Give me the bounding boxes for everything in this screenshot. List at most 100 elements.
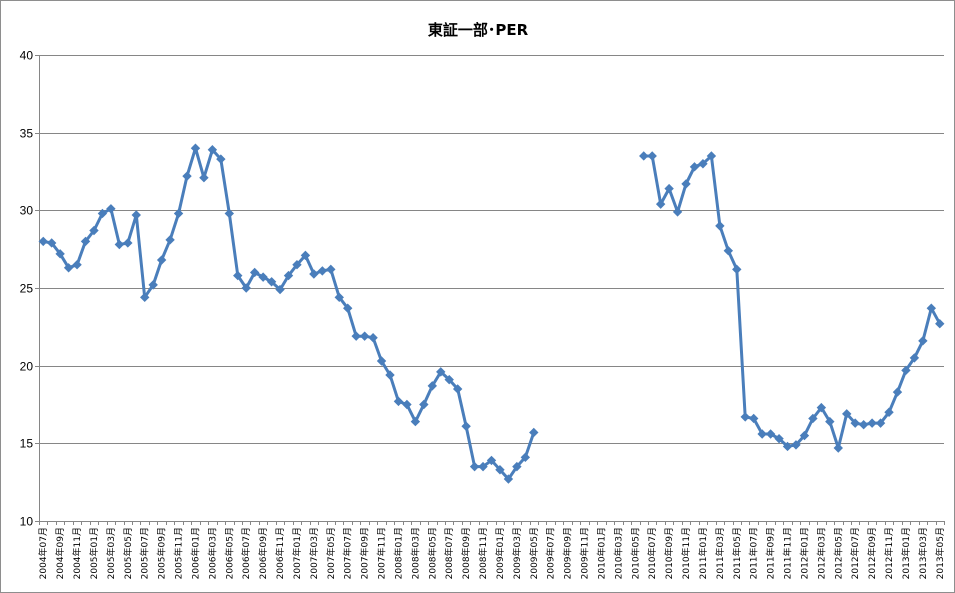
data-point xyxy=(723,246,734,256)
data-point xyxy=(351,331,361,341)
x-tick-label: 2005年05月 xyxy=(122,527,134,579)
data-point xyxy=(478,461,488,472)
data-point xyxy=(529,427,539,438)
x-tick-label: 2013年05月 xyxy=(934,527,946,579)
series-line xyxy=(42,146,942,481)
data-point xyxy=(918,336,928,346)
data-point xyxy=(757,429,767,439)
axes xyxy=(35,55,945,525)
data-point xyxy=(884,407,894,417)
data-point xyxy=(385,370,395,380)
data-point xyxy=(495,465,505,475)
data-point xyxy=(258,272,268,282)
data-point xyxy=(782,441,793,452)
data-point xyxy=(486,455,497,466)
data-point xyxy=(393,396,404,407)
y-tick-label: 40 xyxy=(20,49,34,63)
data-point xyxy=(140,292,150,303)
data-point xyxy=(419,399,429,410)
x-tick-label: 2008年05月 xyxy=(426,527,438,579)
data-point xyxy=(97,208,108,219)
y-tick-label: 30 xyxy=(20,204,34,218)
x-tick-label: 2007年03月 xyxy=(308,527,320,579)
x-tick-label: 2008年03月 xyxy=(409,527,421,579)
data-point xyxy=(317,266,328,276)
x-tick-label: 2007年05月 xyxy=(325,527,337,579)
x-axis-tick-labels: 2004年07月 2004年09月 2004年11月 2005年01月 2005年03月… xyxy=(37,527,946,579)
data-point xyxy=(791,440,801,450)
data-point xyxy=(131,210,141,220)
data-point xyxy=(655,199,666,209)
x-tick-label: 2009年01月 xyxy=(494,527,506,579)
data-point xyxy=(55,249,65,259)
data-point xyxy=(80,236,91,247)
x-tick-label: 2009年11月 xyxy=(579,527,591,579)
x-tick-label: 2013年03月 xyxy=(917,527,929,579)
x-tick-label: 2005年03月 xyxy=(105,527,117,579)
data-point xyxy=(343,303,353,313)
x-tick-label: 2006年05月 xyxy=(223,527,235,579)
data-point xyxy=(926,303,937,313)
data-point xyxy=(452,384,463,394)
x-tick-label: 2005年09月 xyxy=(156,527,168,579)
data-point xyxy=(858,419,869,430)
y-tick-label: 25 xyxy=(20,282,34,296)
data-point xyxy=(647,151,657,161)
data-point xyxy=(867,418,877,428)
x-tick-label: 2008年11月 xyxy=(477,527,489,579)
data-point xyxy=(190,143,201,153)
data-point xyxy=(689,162,700,172)
data-point xyxy=(292,259,302,270)
data-point xyxy=(72,259,82,270)
x-tick-label: 2004年11月 xyxy=(71,527,83,579)
x-tick-label: 2006年03月 xyxy=(206,527,218,579)
x-tick-label: 2012年01月 xyxy=(798,527,810,579)
data-point xyxy=(715,221,725,231)
x-tick-label: 2009年03月 xyxy=(511,527,523,579)
series-line-segment xyxy=(42,146,536,481)
data-point xyxy=(436,367,446,377)
x-tick-label: 2006年07月 xyxy=(240,527,252,579)
data-point xyxy=(165,235,175,245)
data-point xyxy=(89,225,99,236)
x-tick-label: 2008年09月 xyxy=(460,527,472,579)
x-tick-label: 2011年01月 xyxy=(697,527,709,579)
y-axis-tick-labels: 10 15 20 25 30 35 40 xyxy=(20,49,34,529)
data-point xyxy=(368,332,378,343)
x-tick-label: 2011年03月 xyxy=(714,527,726,579)
x-tick-label: 2011年09月 xyxy=(765,527,777,579)
data-point xyxy=(216,154,226,164)
x-tick-label: 2007年11月 xyxy=(376,527,388,579)
x-tick-label: 2012年03月 xyxy=(815,527,827,579)
x-tick-label: 2009年09月 xyxy=(562,527,574,579)
x-tick-label: 2012年07月 xyxy=(849,527,861,579)
data-point xyxy=(732,264,742,275)
data-point xyxy=(833,443,843,453)
data-point xyxy=(123,238,133,248)
data-point xyxy=(410,416,421,427)
data-point xyxy=(156,255,167,265)
data-point xyxy=(233,270,243,281)
x-tick-label: 2006年09月 xyxy=(257,527,269,579)
data-point xyxy=(283,270,294,281)
data-point xyxy=(106,204,116,214)
data-point xyxy=(892,387,903,397)
x-tick-label: 2006年01月 xyxy=(189,527,201,579)
data-point xyxy=(173,208,184,219)
y-tick-label: 15 xyxy=(20,437,34,451)
x-tick-label: 2011年05月 xyxy=(731,527,743,579)
x-tick-label: 2005年07月 xyxy=(139,527,151,579)
x-tick-label: 2007年07月 xyxy=(342,527,354,579)
gridlines xyxy=(39,55,944,444)
data-point xyxy=(461,421,471,431)
data-point xyxy=(63,263,74,273)
x-tick-label: 2010年11月 xyxy=(680,527,692,579)
data-point xyxy=(275,284,285,295)
data-point xyxy=(182,171,192,181)
data-point xyxy=(38,236,48,247)
y-tick-label: 20 xyxy=(20,360,34,374)
x-tick-label: 2010年05月 xyxy=(629,527,641,579)
data-point xyxy=(359,331,370,341)
x-tick-label: 2013年01月 xyxy=(900,527,912,579)
data-point xyxy=(909,353,920,363)
